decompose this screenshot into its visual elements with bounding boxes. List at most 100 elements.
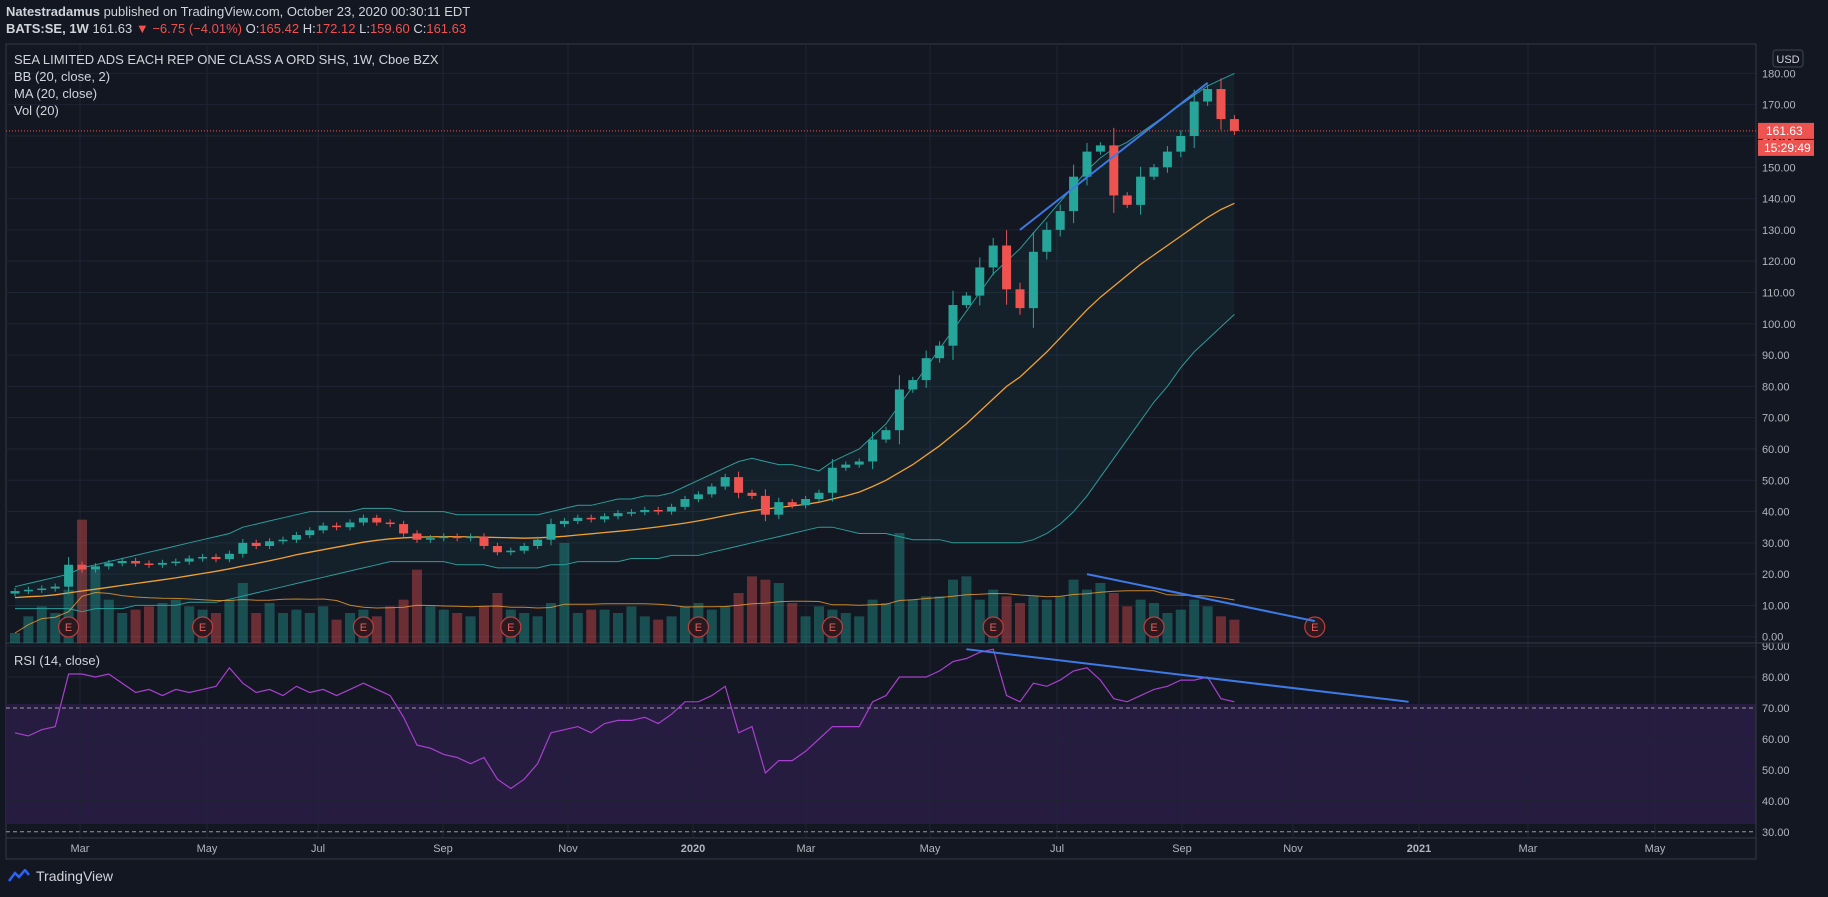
candle-body [198, 556, 208, 559]
legend-vol[interactable]: Vol (20) [14, 103, 59, 118]
candle-body [1015, 289, 1025, 309]
volume-bar [921, 596, 932, 643]
bollinger-bands [14, 72, 1235, 634]
rsi-trend-line [966, 648, 1409, 703]
candle-body [224, 553, 234, 560]
earnings-letter: E [507, 622, 514, 634]
volume-bar [184, 606, 195, 643]
x-tick-label: 2021 [1407, 843, 1431, 855]
volume-bar [680, 606, 690, 643]
candle-body [157, 562, 167, 565]
candle-body [546, 524, 556, 540]
candle-body [305, 530, 315, 536]
legend: SEA LIMITED ADS EACH REP ONE CLASS A ORD… [14, 52, 439, 668]
candle-body [640, 509, 650, 513]
candle-body [626, 512, 636, 514]
volume-bar [345, 613, 355, 643]
footer-brand[interactable]: TradingView [8, 868, 113, 884]
legend-title[interactable]: SEA LIMITED ADS EACH REP ONE CLASS A ORD… [14, 52, 439, 67]
rsi-tick-label: 70.00 [1762, 703, 1790, 715]
volume-bar [559, 543, 570, 643]
volume-bar [23, 616, 34, 643]
bb-lower-line [15, 314, 1235, 613]
y-tick-label: 90.00 [1762, 350, 1790, 362]
candle-body [1189, 101, 1199, 136]
earnings-marker-icon [352, 616, 374, 638]
candle-body [1229, 119, 1239, 131]
volume-bar [733, 593, 744, 643]
volume-bar [1122, 606, 1133, 643]
currency-box [1772, 49, 1804, 68]
candle-body [385, 522, 395, 525]
author-name[interactable]: Natestradamus [6, 4, 100, 19]
volume-bar [492, 593, 503, 643]
candle-body [37, 588, 47, 591]
x-axis-ticks: Mar May Jul Sep Nov 2020 Mar May Jul Sep Nov 2021 Ma… [71, 843, 1666, 855]
earnings-letter: E [65, 622, 72, 634]
candle-body [211, 556, 221, 560]
close-label: C: [413, 21, 427, 36]
y-tick-label: 0.00 [1762, 632, 1783, 644]
volume-bar [425, 606, 436, 643]
y-tick-label: 70.00 [1762, 413, 1790, 425]
y-tick-label: 30.00 [1762, 538, 1790, 550]
candle-body [774, 502, 784, 515]
legend-ma[interactable]: MA (20, close) [14, 86, 97, 101]
volume-bar [465, 616, 476, 643]
candle-body [801, 499, 811, 506]
volume-bar [398, 599, 409, 643]
volume-bar [800, 616, 811, 643]
x-tick-label: May [1645, 843, 1666, 855]
volume-bar [653, 619, 664, 643]
y-tick-label: 170.00 [1762, 100, 1796, 112]
volume-bar [1001, 596, 1012, 643]
candle-body [921, 358, 931, 381]
candle-body [841, 464, 851, 468]
y-tick-label: 110.00 [1762, 287, 1795, 299]
x-tick-label: Nov [1283, 843, 1303, 855]
candle-body [251, 542, 261, 546]
candle-body [1122, 195, 1132, 205]
y-tick-label: 130.00 [1762, 225, 1796, 237]
candle-body [278, 539, 288, 542]
volume-bar [747, 576, 757, 643]
candle-body [104, 563, 114, 567]
x-tick-label: May [197, 843, 218, 855]
volume-bar [278, 613, 288, 643]
candle-body [760, 495, 770, 515]
volume-ma-line [14, 590, 1235, 634]
rsi-axis-ticks: 90.00 80.00 70.00 60.00 50.00 40.00 30.00 [1762, 641, 1790, 839]
legend-rsi[interactable]: RSI (14, close) [14, 653, 100, 668]
volume-bar [572, 613, 583, 643]
candle-body [358, 517, 368, 523]
currency-badge[interactable]: USD [1772, 49, 1804, 68]
volume-bar [840, 613, 851, 643]
candle-body [1216, 89, 1226, 120]
currency-label: USD [1776, 54, 1799, 66]
earnings-letter: E [199, 622, 206, 634]
volume-bar [385, 606, 396, 643]
candle-body [77, 564, 87, 570]
earnings-marker-icon [821, 616, 844, 638]
candle-body [399, 524, 409, 534]
candle-body [961, 295, 971, 305]
candle-body [466, 536, 476, 539]
candle-body [90, 566, 100, 570]
rsi-tick-label: 30.00 [1762, 827, 1790, 839]
candle-body [559, 520, 569, 525]
volume-bar [103, 599, 114, 643]
volume-bar [532, 616, 543, 643]
low-value: 159.60 [369, 21, 410, 36]
earnings-letter: E [360, 622, 367, 634]
volume-bar [1082, 589, 1092, 643]
high-value: 172.12 [315, 21, 356, 36]
last-price-tag: 161.63 15:29:49 [1758, 122, 1814, 156]
trend-lines [966, 81, 1409, 703]
volume-bar [304, 613, 315, 643]
legend-bb[interactable]: BB (20, close, 2) [14, 69, 110, 84]
y-tick-label: 180.00 [1762, 68, 1796, 80]
volume-bar [626, 606, 637, 643]
volume-bar [1068, 579, 1079, 643]
